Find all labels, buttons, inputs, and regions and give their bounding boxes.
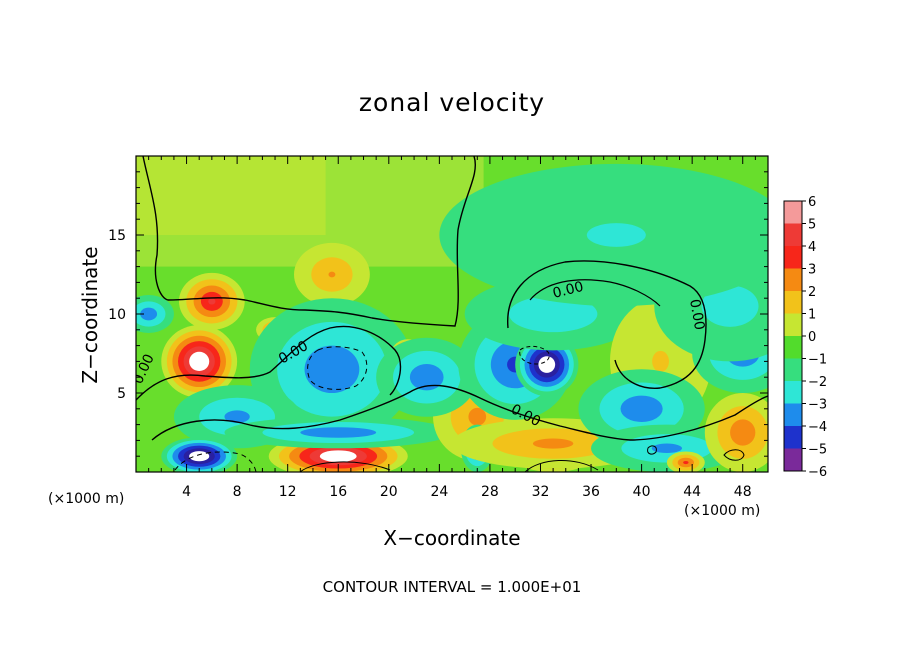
field-contour-band bbox=[208, 298, 216, 305]
colorbar-label: 6 bbox=[808, 195, 816, 210]
colorbar-band bbox=[784, 358, 802, 381]
colorbar-band bbox=[784, 403, 802, 426]
field-contour-band bbox=[304, 345, 360, 393]
x-unit-label-left: (×1000 m) bbox=[48, 491, 125, 507]
colorbar-band bbox=[784, 448, 802, 471]
field-contour-band bbox=[652, 350, 669, 372]
zero-contour-line bbox=[647, 445, 657, 455]
field-contour-band bbox=[532, 438, 574, 449]
field-contour-band bbox=[683, 460, 689, 465]
field-contour-band bbox=[194, 453, 204, 459]
field-contour-band bbox=[730, 419, 756, 446]
colorbar-label: 2 bbox=[808, 285, 816, 300]
field-contour-band bbox=[224, 410, 250, 424]
colorbar-band bbox=[784, 426, 802, 449]
colorbar-band bbox=[784, 313, 802, 336]
colorbar-band bbox=[784, 291, 802, 314]
positive-velocity-cell bbox=[161, 325, 238, 398]
negative-velocity-cell bbox=[136, 295, 174, 333]
x-tick-label: 8 bbox=[233, 484, 242, 500]
colorbar-label: −6 bbox=[808, 465, 827, 480]
zero-contour-line bbox=[151, 384, 768, 441]
x-tick-label: 40 bbox=[633, 484, 651, 500]
colorbar: 6 5 4 3 2 1 0 −1 −2 −3 −4 −5 −6 bbox=[783, 195, 827, 480]
positive-velocity-cell bbox=[294, 242, 370, 307]
x-tick-label: 12 bbox=[279, 484, 297, 500]
colorbar-label: −4 bbox=[808, 420, 827, 435]
positive-contour-line bbox=[299, 461, 391, 472]
field-contour-band bbox=[508, 295, 598, 333]
zero-contour-line bbox=[529, 279, 661, 307]
x-tick-label: 44 bbox=[683, 484, 701, 500]
field-contour-band bbox=[409, 364, 444, 391]
y-tick-label: 10 bbox=[108, 307, 126, 323]
y-tick-label: 5 bbox=[117, 386, 126, 402]
negative-velocity-cell bbox=[515, 332, 579, 397]
field-layer bbox=[136, 156, 768, 472]
field-contour-band bbox=[468, 407, 487, 426]
field-contour-band bbox=[328, 271, 336, 278]
x-unit-label-right: (×1000 m) bbox=[684, 503, 761, 519]
x-tick-label: 20 bbox=[380, 484, 398, 500]
positive-velocity-cell bbox=[666, 451, 705, 472]
field-contour-band bbox=[140, 307, 158, 321]
colorbar-band bbox=[784, 246, 802, 269]
colorbar-label: 5 bbox=[808, 218, 816, 233]
field-region bbox=[136, 156, 326, 235]
zero-contour-line bbox=[136, 325, 402, 401]
x-tick-label: 4 bbox=[182, 484, 191, 500]
field-contour-band bbox=[701, 285, 759, 327]
x-axis-label: X−coordinate bbox=[383, 526, 521, 550]
colorbar-band bbox=[784, 223, 802, 246]
x-tick-label: 24 bbox=[430, 484, 448, 500]
x-tick-label: 16 bbox=[329, 484, 347, 500]
x-tick-label: 32 bbox=[532, 484, 550, 500]
field-contour-band bbox=[651, 443, 683, 454]
colorbar-label: 4 bbox=[808, 240, 816, 255]
x-tick-label: 28 bbox=[481, 484, 499, 500]
y-tick-label: 15 bbox=[108, 228, 126, 244]
x-tick-label: 48 bbox=[734, 484, 752, 500]
colorbar-label: 0 bbox=[808, 330, 816, 345]
colorbar-label: −2 bbox=[808, 375, 827, 390]
colorbar-label: 3 bbox=[808, 263, 816, 278]
zero-contour-line bbox=[142, 156, 476, 327]
negative-contour-line bbox=[519, 345, 550, 365]
contour-label: 0.00 bbox=[686, 298, 707, 331]
contour-interval-note: CONTOUR INTERVAL = 1.000E+01 bbox=[322, 578, 582, 596]
field-contour-band bbox=[330, 453, 347, 459]
field-contour-band bbox=[543, 360, 551, 369]
positive-velocity-cell bbox=[704, 393, 768, 472]
chart-title: zonal velocity bbox=[358, 88, 546, 117]
negative-contour-line bbox=[307, 346, 368, 390]
field-contour-band bbox=[586, 223, 646, 247]
contour-layer: 0.00 0.00 0.00 0.00 0.00 bbox=[136, 156, 768, 472]
field-contour-band bbox=[194, 357, 204, 366]
colorbar-band bbox=[784, 201, 802, 224]
positive-velocity-cell bbox=[178, 272, 245, 330]
colorbar-label: −5 bbox=[808, 443, 827, 458]
zero-contour-line bbox=[723, 449, 745, 461]
colorbar-band bbox=[784, 336, 802, 359]
field-contour-band bbox=[300, 427, 377, 438]
y-axis-label: Z−coordinate bbox=[78, 246, 102, 384]
contour-label: 0.00 bbox=[551, 279, 585, 302]
colorbar-label: −1 bbox=[808, 353, 827, 368]
negative-velocity-cell bbox=[224, 416, 452, 449]
x-tick-label: 36 bbox=[582, 484, 600, 500]
negative-velocity-cell bbox=[439, 163, 768, 307]
colorbar-band bbox=[784, 268, 802, 291]
colorbar-label: −3 bbox=[808, 398, 827, 413]
colorbar-label: 1 bbox=[808, 308, 816, 323]
colorbar-band bbox=[784, 381, 802, 404]
zero-contour-line bbox=[507, 260, 707, 389]
field-contour-band bbox=[620, 395, 663, 422]
